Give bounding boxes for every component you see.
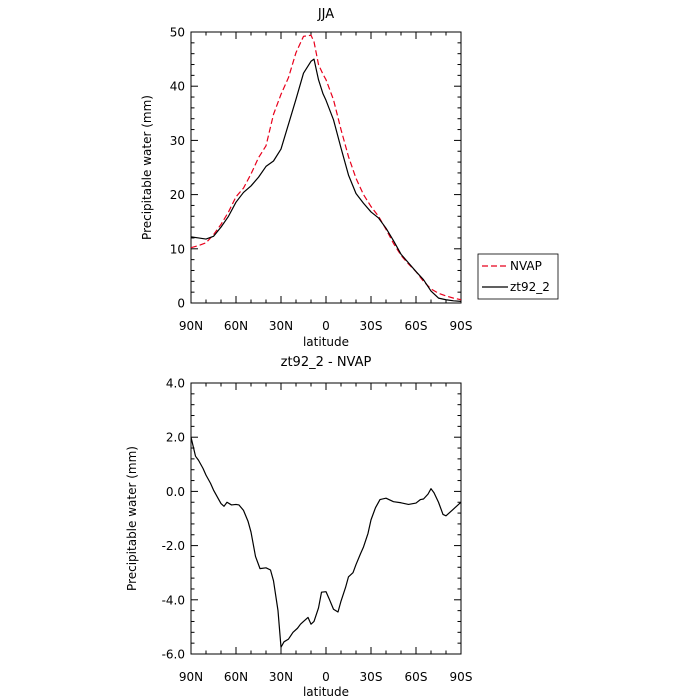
top-x-tick-label: 90N [179,319,203,333]
top-y-tick-label: 0 [177,297,185,311]
top-x-tick-label: 60S [405,319,428,333]
top-y-axis-label: Precipitable water (mm) [140,95,154,240]
bottom-y-tick-label: -4.0 [162,593,185,607]
bottom-chart-title: zt92_2 - NVAP [281,355,372,370]
bottom-x-tick-label: 60N [224,670,248,684]
bottom-panel: zt92_2 - NVAP -6.0 -4.0 -2.0 0.0 2.0 4.0 90N 6… [125,355,472,699]
bottom-y-axis-label: Precipitable water (mm) [125,446,139,591]
bottom-y-tick-label: 2.0 [166,431,185,445]
top-y-tick-label: 10 [170,242,185,256]
bottom-plot-frame [190,382,462,655]
bottom-x-tick-label: 30N [269,670,293,684]
bottom-series-line-diff [190,437,462,648]
top-panel: JJA 0 10 20 30 40 50 90N 60N 30N 0 30S 60S 90S lati… [140,7,559,349]
bottom-x-tick-label: 90N [179,670,203,684]
top-x-tick-label: 90S [450,319,473,333]
top-series-lines [190,34,462,302]
legend: NVAP zt92_2 [477,253,559,300]
top-x-tick-label: 30N [269,319,293,333]
bottom-x-tick-label: 60S [405,670,428,684]
bottom-x-axis-label: latitude [303,685,349,699]
bottom-series-lines [190,437,462,648]
bottom-x-tick-label: 30S [360,670,383,684]
legend-box [477,253,559,300]
bottom-x-ticks: 90N 60N 30N 0 30S 60S 90S [179,383,473,684]
top-y-tick-label: 50 [170,26,185,40]
top-series-line-nvap [190,34,462,301]
bottom-y-ticks: -6.0 -4.0 -2.0 0.0 2.0 4.0 [162,377,461,662]
bottom-x-tick-label: 90S [450,670,473,684]
bottom-y-tick-label: -6.0 [162,648,185,662]
top-y-tick-label: 30 [170,134,185,148]
top-plot-frame [190,31,462,304]
bottom-y-tick-label: -2.0 [162,539,185,553]
bottom-x-tick-label: 0 [322,670,330,684]
bottom-y-tick-label: 4.0 [166,377,185,391]
top-x-ticks: 90N 60N 30N 0 30S 60S 90S [179,32,473,333]
top-y-tick-label: 20 [170,188,185,202]
top-x-axis-label: latitude [303,335,349,349]
top-x-tick-label: 30S [360,319,383,333]
top-x-tick-label: 0 [322,319,330,333]
top-y-ticks: 0 10 20 30 40 50 [170,26,461,311]
legend-nvap-label: NVAP [510,259,542,273]
top-x-tick-label: 60N [224,319,248,333]
top-y-tick-label: 40 [170,80,185,94]
legend-zt92-label: zt92_2 [510,280,550,294]
bottom-y-tick-label: 0.0 [166,485,185,499]
top-series-line-zt92-2 [190,58,462,302]
top-chart-title: JJA [317,7,334,22]
